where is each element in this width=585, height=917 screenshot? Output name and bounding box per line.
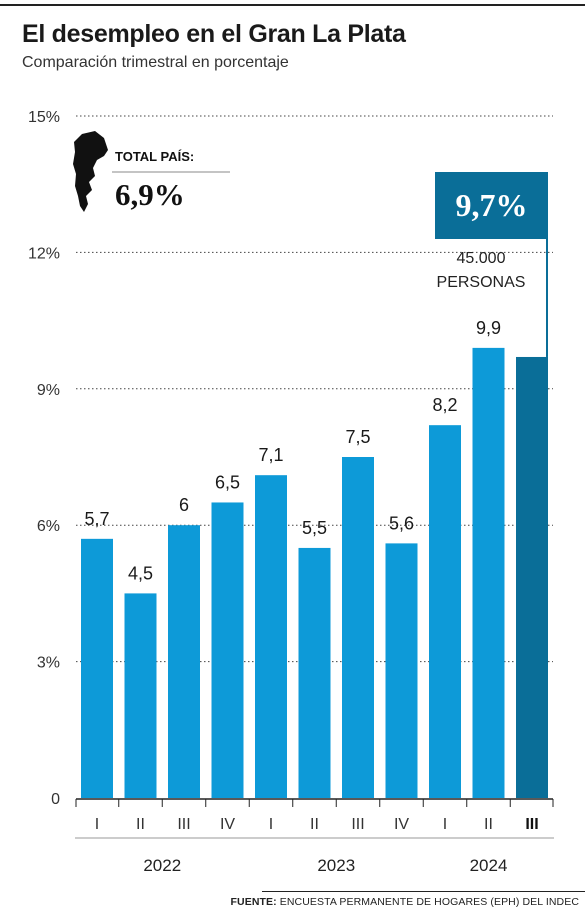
- y-tick-label: 3%: [37, 655, 60, 672]
- highlight-value: 9,7%: [456, 187, 528, 223]
- argentina-map-icon: [73, 131, 108, 212]
- bar: [211, 502, 244, 798]
- year-label: 2023: [317, 856, 355, 875]
- bar: [124, 593, 157, 798]
- y-tick-label: 0: [51, 791, 60, 808]
- data-label: 9,9: [476, 318, 501, 338]
- source-rule: [262, 891, 585, 892]
- x-tick-label: III: [351, 816, 364, 833]
- data-label: 6,5: [215, 472, 240, 492]
- y-tick-label: 12%: [28, 245, 60, 262]
- country-total: TOTAL PAÍS: 6,9%: [73, 131, 230, 212]
- year-label: 2022: [143, 856, 181, 875]
- top-rule: [0, 4, 585, 6]
- x-tick-label: I: [443, 816, 447, 833]
- source-prefix: FUENTE:: [230, 896, 277, 908]
- x-tick-label: II: [136, 816, 145, 833]
- country-total-label: TOTAL PAÍS:: [115, 149, 194, 164]
- x-tick-label: III: [525, 816, 538, 833]
- source-note: FUENTE: ENCUESTA PERMANENTE DE HOGARES (…: [231, 896, 579, 908]
- bar: [168, 525, 200, 798]
- x-tick-label: I: [95, 816, 99, 833]
- y-tick-label: 6%: [37, 518, 60, 535]
- data-label: 5,5: [302, 518, 327, 538]
- data-label: 4,5: [128, 563, 153, 583]
- bar: [255, 475, 287, 798]
- bar: [472, 347, 505, 798]
- y-tick-label: 15%: [28, 109, 60, 126]
- highlight-note: PERSONAS: [437, 274, 526, 291]
- bar-highlight: [516, 356, 548, 798]
- country-total-value: 6,9%: [115, 177, 185, 212]
- bar: [385, 543, 418, 798]
- data-label: 8,2: [432, 395, 457, 415]
- data-label: 7,5: [345, 427, 370, 447]
- bar: [342, 457, 374, 798]
- highlight-box: [435, 172, 548, 239]
- source-text: ENCUESTA PERMANENTE DE HOGARES (EPH) DEL…: [279, 896, 579, 908]
- data-labels: 5,7 4,5 6 6,5 7,1 5,5 7,5 5,6 8,2 9,9: [84, 318, 501, 584]
- x-tick-label: II: [310, 816, 319, 833]
- x-tick-label: II: [484, 816, 493, 833]
- data-label: 7,1: [258, 445, 283, 465]
- bar: [298, 547, 331, 798]
- bar: [429, 425, 461, 798]
- highlight-note: 45.000: [457, 250, 506, 267]
- data-label: 5,7: [84, 509, 109, 529]
- highlight-callout: 9,7% 45.000 PERSONAS: [435, 172, 548, 357]
- x-tick-label: I: [269, 816, 273, 833]
- y-tick-label: 9%: [37, 382, 60, 399]
- data-label: 6: [179, 495, 189, 515]
- x-tick-label: IV: [394, 816, 409, 833]
- year-label: 2024: [470, 856, 508, 875]
- data-label: 5,6: [389, 513, 414, 533]
- y-axis-ticks: 0 3% 6% 9% 12% 15%: [28, 109, 60, 808]
- bars: [81, 347, 548, 798]
- x-tick-label: IV: [220, 816, 235, 833]
- chart-subtitle: Comparación trimestral en porcentaje: [22, 54, 289, 71]
- chart-title: El desempleo en el Gran La Plata: [22, 20, 406, 48]
- x-tick-label: III: [177, 816, 190, 833]
- bar: [81, 538, 113, 798]
